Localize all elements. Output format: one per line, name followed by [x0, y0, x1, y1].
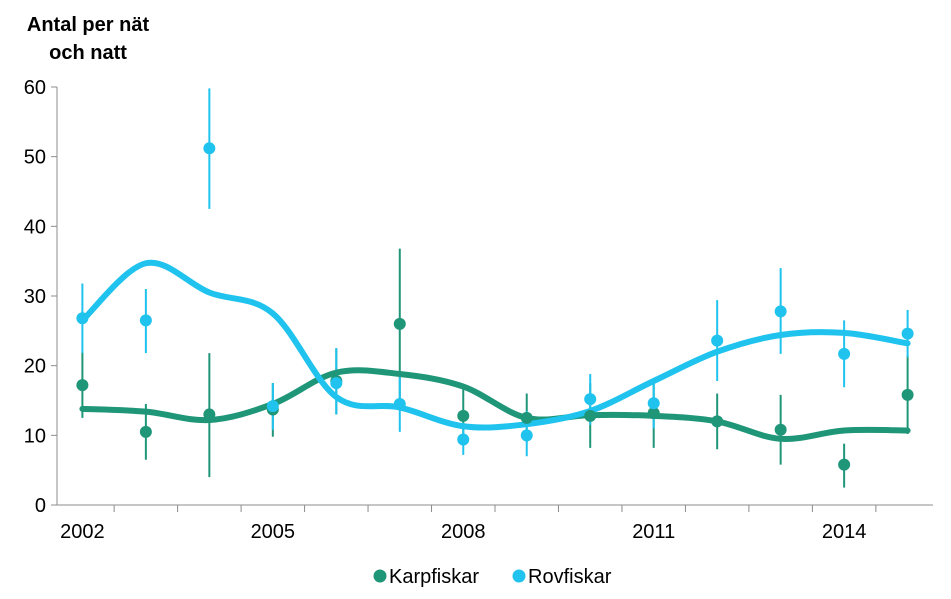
- x-tick-label: 2005: [251, 521, 296, 543]
- y-tick-label: 60: [24, 77, 46, 99]
- data-point-rovfiskar: [774, 305, 787, 318]
- y-tick-label: 0: [35, 495, 46, 517]
- legend-label-karpfiskar: Karpfiskar: [389, 566, 479, 588]
- y-tick-label: 20: [24, 356, 46, 378]
- data-point-karpfiskar: [901, 388, 914, 401]
- data-point-rovfiskar: [393, 397, 406, 410]
- data-point-karpfiskar: [139, 425, 152, 438]
- y-axis-title-line-2: och natt: [49, 42, 127, 64]
- data-point-karpfiskar: [711, 415, 724, 428]
- trend-line-karpfiskar: [79, 367, 911, 442]
- data-point-rovfiskar: [647, 397, 660, 410]
- data-point-rovfiskar: [76, 312, 89, 325]
- data-point-karpfiskar: [203, 408, 216, 421]
- x-tick-label: 2008: [441, 521, 486, 543]
- y-axis: 0 10 20 30 40 50 60: [24, 77, 58, 517]
- x-axis: 2002 2005 2008 2011 2014: [57, 504, 933, 543]
- y-tick-label: 50: [24, 147, 46, 169]
- data-point-karpfiskar: [457, 409, 470, 422]
- data-point-rovfiskar: [584, 393, 597, 406]
- data-point-rovfiskar: [457, 433, 470, 446]
- y-tick-label: 30: [24, 286, 46, 308]
- data-point-karpfiskar: [584, 409, 597, 422]
- data-point-karpfiskar: [647, 407, 660, 420]
- data-point-rovfiskar: [711, 334, 724, 347]
- data-point-karpfiskar: [520, 411, 533, 424]
- data-point-rovfiskar: [901, 327, 914, 340]
- legend: Karpfiskar Rovfiskar: [373, 566, 612, 588]
- data-point-rovfiskar: [330, 377, 343, 390]
- data-point-karpfiskar: [393, 317, 406, 330]
- y-axis-title-line-1: Antal per nät: [27, 14, 150, 36]
- x-tick-label: 2002: [60, 521, 105, 543]
- data-point-rovfiskar: [203, 142, 216, 155]
- legend-label-rovfiskar: Rovfiskar: [528, 566, 612, 588]
- data-point-rovfiskar: [139, 314, 152, 327]
- y-tick-label: 10: [24, 425, 46, 447]
- data-point-karpfiskar: [774, 423, 787, 436]
- x-tick-label: 2014: [822, 521, 867, 543]
- legend-marker-rovfiskar: [512, 569, 526, 583]
- data-point-rovfiskar: [266, 400, 279, 413]
- plot-area: [76, 88, 914, 488]
- data-point-rovfiskar: [838, 347, 851, 360]
- x-tick-label: 2011: [632, 521, 675, 543]
- legend-marker-karpfiskar: [373, 569, 387, 583]
- trend-line-rovfiskar: [79, 259, 911, 431]
- data-point-karpfiskar: [76, 379, 89, 392]
- data-point-karpfiskar: [838, 458, 851, 471]
- y-tick-label: 40: [24, 216, 46, 238]
- data-point-rovfiskar: [520, 429, 533, 442]
